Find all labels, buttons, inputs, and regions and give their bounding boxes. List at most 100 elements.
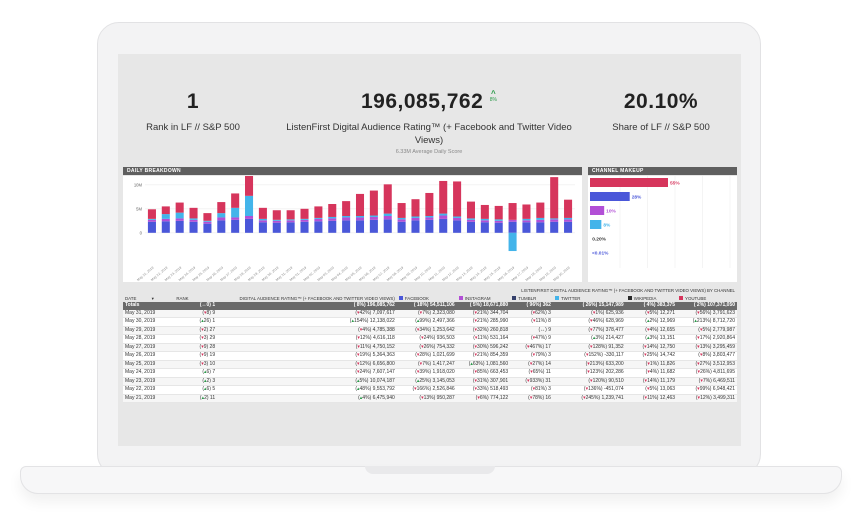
table-cell: (▾166%) 2,526,846 — [396, 385, 457, 395]
bar-segment-twitter — [397, 217, 406, 220]
table-cell: (▾123%) 202,286 — [552, 368, 626, 378]
bar-segment-instagram — [314, 218, 323, 222]
table-cell: (▾31%) 307,901 — [456, 377, 511, 386]
bar-segment-twitter — [466, 218, 475, 220]
table-cell: (▾17%) 2,920,864 — [677, 334, 737, 344]
bar-segment-instagram — [342, 217, 351, 221]
channel-bar-twitter — [590, 220, 602, 229]
daily-breakdown-chart: 10M 5M 0 May 21, 2019 May 22, 2019 May 23, 20… — [123, 173, 582, 282]
channel-bar-label: 10% — [606, 209, 616, 215]
wikipedia-legend-icon — [627, 296, 632, 301]
bar-segment-twitter — [328, 216, 337, 219]
kpi-rating-sub: 6.33M Average Daily Score — [395, 149, 463, 155]
tumblr-legend-icon — [512, 296, 517, 301]
totals-cell: Totals — [123, 302, 175, 310]
bar-segment-youtube — [245, 173, 254, 196]
col-header-rank[interactable]: RANK — [176, 295, 189, 301]
bar-segment-facebook — [217, 220, 226, 233]
bar-segment-facebook — [383, 219, 392, 233]
bar-segment-instagram — [369, 216, 378, 220]
kpi-rank-label: Rank in LF // S&P 500 — [146, 122, 240, 133]
col-header-instagram[interactable]: INSTAGRAM — [457, 295, 510, 303]
totals-cell: ( 5%) 18,671,880 — [456, 302, 511, 310]
table-row[interactable]: May 31, 2019 (▾8) 9 (▾42%) 7,097,617 (▾7%) … — [123, 309, 737, 318]
table-row[interactable]: May 26, 2019 (▾9) 19 (▾19%) 5,364,363 (▾28%… — [123, 351, 737, 361]
col-header-date[interactable]: DATE ▾ — [125, 295, 154, 301]
channel-makeup-svg: 55% 28% 10% 8% 0.20% <0.01% — [590, 176, 731, 268]
col-header-wikipedia[interactable]: WIKIPEDIA — [626, 295, 677, 303]
col-header-facebook[interactable]: FACEBOOK — [397, 295, 457, 303]
kpi-share-value: 20.10% — [623, 90, 699, 113]
bar-segment-youtube — [175, 202, 184, 213]
table-row[interactable]: May 22, 2019 (▴6) 5 (▴48%) 9,553,792 (▾166%… — [123, 385, 737, 395]
row-date: May 30, 2019 — [123, 317, 175, 327]
bar-segment-youtube — [369, 190, 378, 216]
table-row[interactable]: May 27, 2019 (▾9) 28 (▾11%) 4,750,152 (▾26%… — [123, 343, 737, 352]
table-row[interactable]: May 30, 2019 (▴26) 1 (▴154%) 12,138,022 (▴9… — [123, 317, 737, 327]
table-cell: (▾9) 28 — [174, 343, 218, 352]
table-super-header: LISTENFIRST DIGITAL AUDIENCE RATING™ (+ … — [521, 288, 735, 293]
row-date: May 26, 2019 — [123, 351, 175, 361]
channel-bar-label: 8% — [603, 223, 611, 229]
col-header-youtube[interactable]: YOUTUBE — [677, 295, 737, 303]
table-cell: (▾933%) 31 — [510, 377, 553, 386]
bar-segment-twitter — [564, 217, 573, 220]
table-cell: (▾79%) 3 — [510, 351, 553, 361]
bar-segment-instagram — [161, 218, 170, 222]
table-row[interactable]: May 28, 2019 (▾3) 29 (▾12%) 4,616,118 (▾24%… — [123, 334, 737, 344]
bar-segment-twitter — [369, 215, 378, 217]
bar-segment-instagram — [175, 218, 184, 221]
bar-segment-instagram — [411, 217, 420, 221]
table-row[interactable]: May 24, 2019 (▴6) 7 (▾24%) 7,607,147 (▾39%)… — [123, 368, 737, 378]
bar-segment-youtube — [203, 213, 212, 221]
bar-segment-facebook — [411, 220, 420, 233]
table-cell: (▾46%) 628,969 — [552, 317, 626, 327]
table-cell: (▾65%) 11 — [510, 368, 553, 378]
table-cell: (▾128%) 91,352 — [552, 343, 626, 352]
table-row[interactable]: May 25, 2019 (▾3) 10 (▾12%) 6,656,800 (▾7%)… — [123, 360, 737, 369]
channel-bar-label: 55% — [670, 181, 680, 187]
col-header-rating[interactable]: DIGITAL AUDIENCE RATING™ (+ FACEBOOK AND… — [239, 295, 395, 301]
kpi-rating-value: 196,085,762 — [361, 90, 484, 113]
bar-segment-facebook — [342, 220, 351, 233]
bar-segment-facebook — [480, 222, 489, 233]
trend-up-icon: ^ 8% — [489, 89, 497, 104]
bar-segment-instagram — [383, 216, 392, 220]
bar-segment-youtube — [536, 202, 545, 218]
row-date: May 28, 2019 — [123, 334, 175, 344]
table-cell: (▾24%) 7,607,147 — [217, 368, 397, 378]
bar-segment-instagram — [231, 217, 240, 220]
table-row[interactable]: May 23, 2019 (▴2) 3 (▴5%) 10,074,187 (▴25%)… — [123, 377, 737, 386]
bar-segment-instagram — [480, 220, 489, 223]
kpi-rating-label: ListenFirst Digital Audience Rating™ (+ … — [286, 122, 572, 146]
table-cell: (▾39%) 1,918,020 — [396, 368, 457, 378]
table-row[interactable]: May 21, 2019 (▴2) 11 (▴4%) 6,475,940 (▾13%)… — [123, 394, 737, 403]
bar-segment-twitter — [453, 216, 462, 218]
table-cell: (▾33%) 518,493 — [456, 385, 511, 395]
bar-segment-instagram — [272, 220, 281, 223]
table-cell: (▾8) 9 — [174, 309, 218, 318]
bar-segment-instagram — [258, 220, 267, 223]
bar-segment-facebook — [466, 221, 475, 233]
bar-segment-twitter — [272, 219, 281, 221]
table-cell: (▴48%) 9,553,792 — [217, 385, 397, 395]
bar-segment-facebook — [314, 221, 323, 233]
col-header-tumblr[interactable]: TUMBLR — [510, 295, 553, 303]
table-cell: (▴3%) 13,151 — [625, 334, 678, 344]
totals-cell: ( 4%) 383,375 — [625, 302, 678, 310]
bar-segment-instagram — [466, 219, 475, 222]
table-cell: (▴26) 1 — [174, 317, 218, 327]
table-cell: (▾467%) 17 — [510, 343, 553, 352]
bar-segment-instagram — [245, 216, 254, 219]
bar-segment-youtube — [453, 181, 462, 217]
channel-bar-label: 0.20% — [592, 237, 606, 243]
y-tick-label: 5M — [136, 206, 142, 211]
table-cell: (▾85%) 663,453 — [456, 368, 511, 378]
table-cell: (▾5%) 12,271 — [625, 309, 678, 318]
bar-segment-facebook — [550, 221, 559, 233]
table-row[interactable]: May 29, 2019 (▾2) 27 (▾4%) 4,785,388 (▾34%)… — [123, 326, 737, 335]
sort-desc-icon[interactable]: ▾ — [151, 295, 154, 301]
col-header-twitter[interactable]: TWITTER — [553, 295, 626, 303]
channel-bar-instagram — [590, 206, 605, 215]
y-tick-label: 0 — [140, 230, 143, 235]
